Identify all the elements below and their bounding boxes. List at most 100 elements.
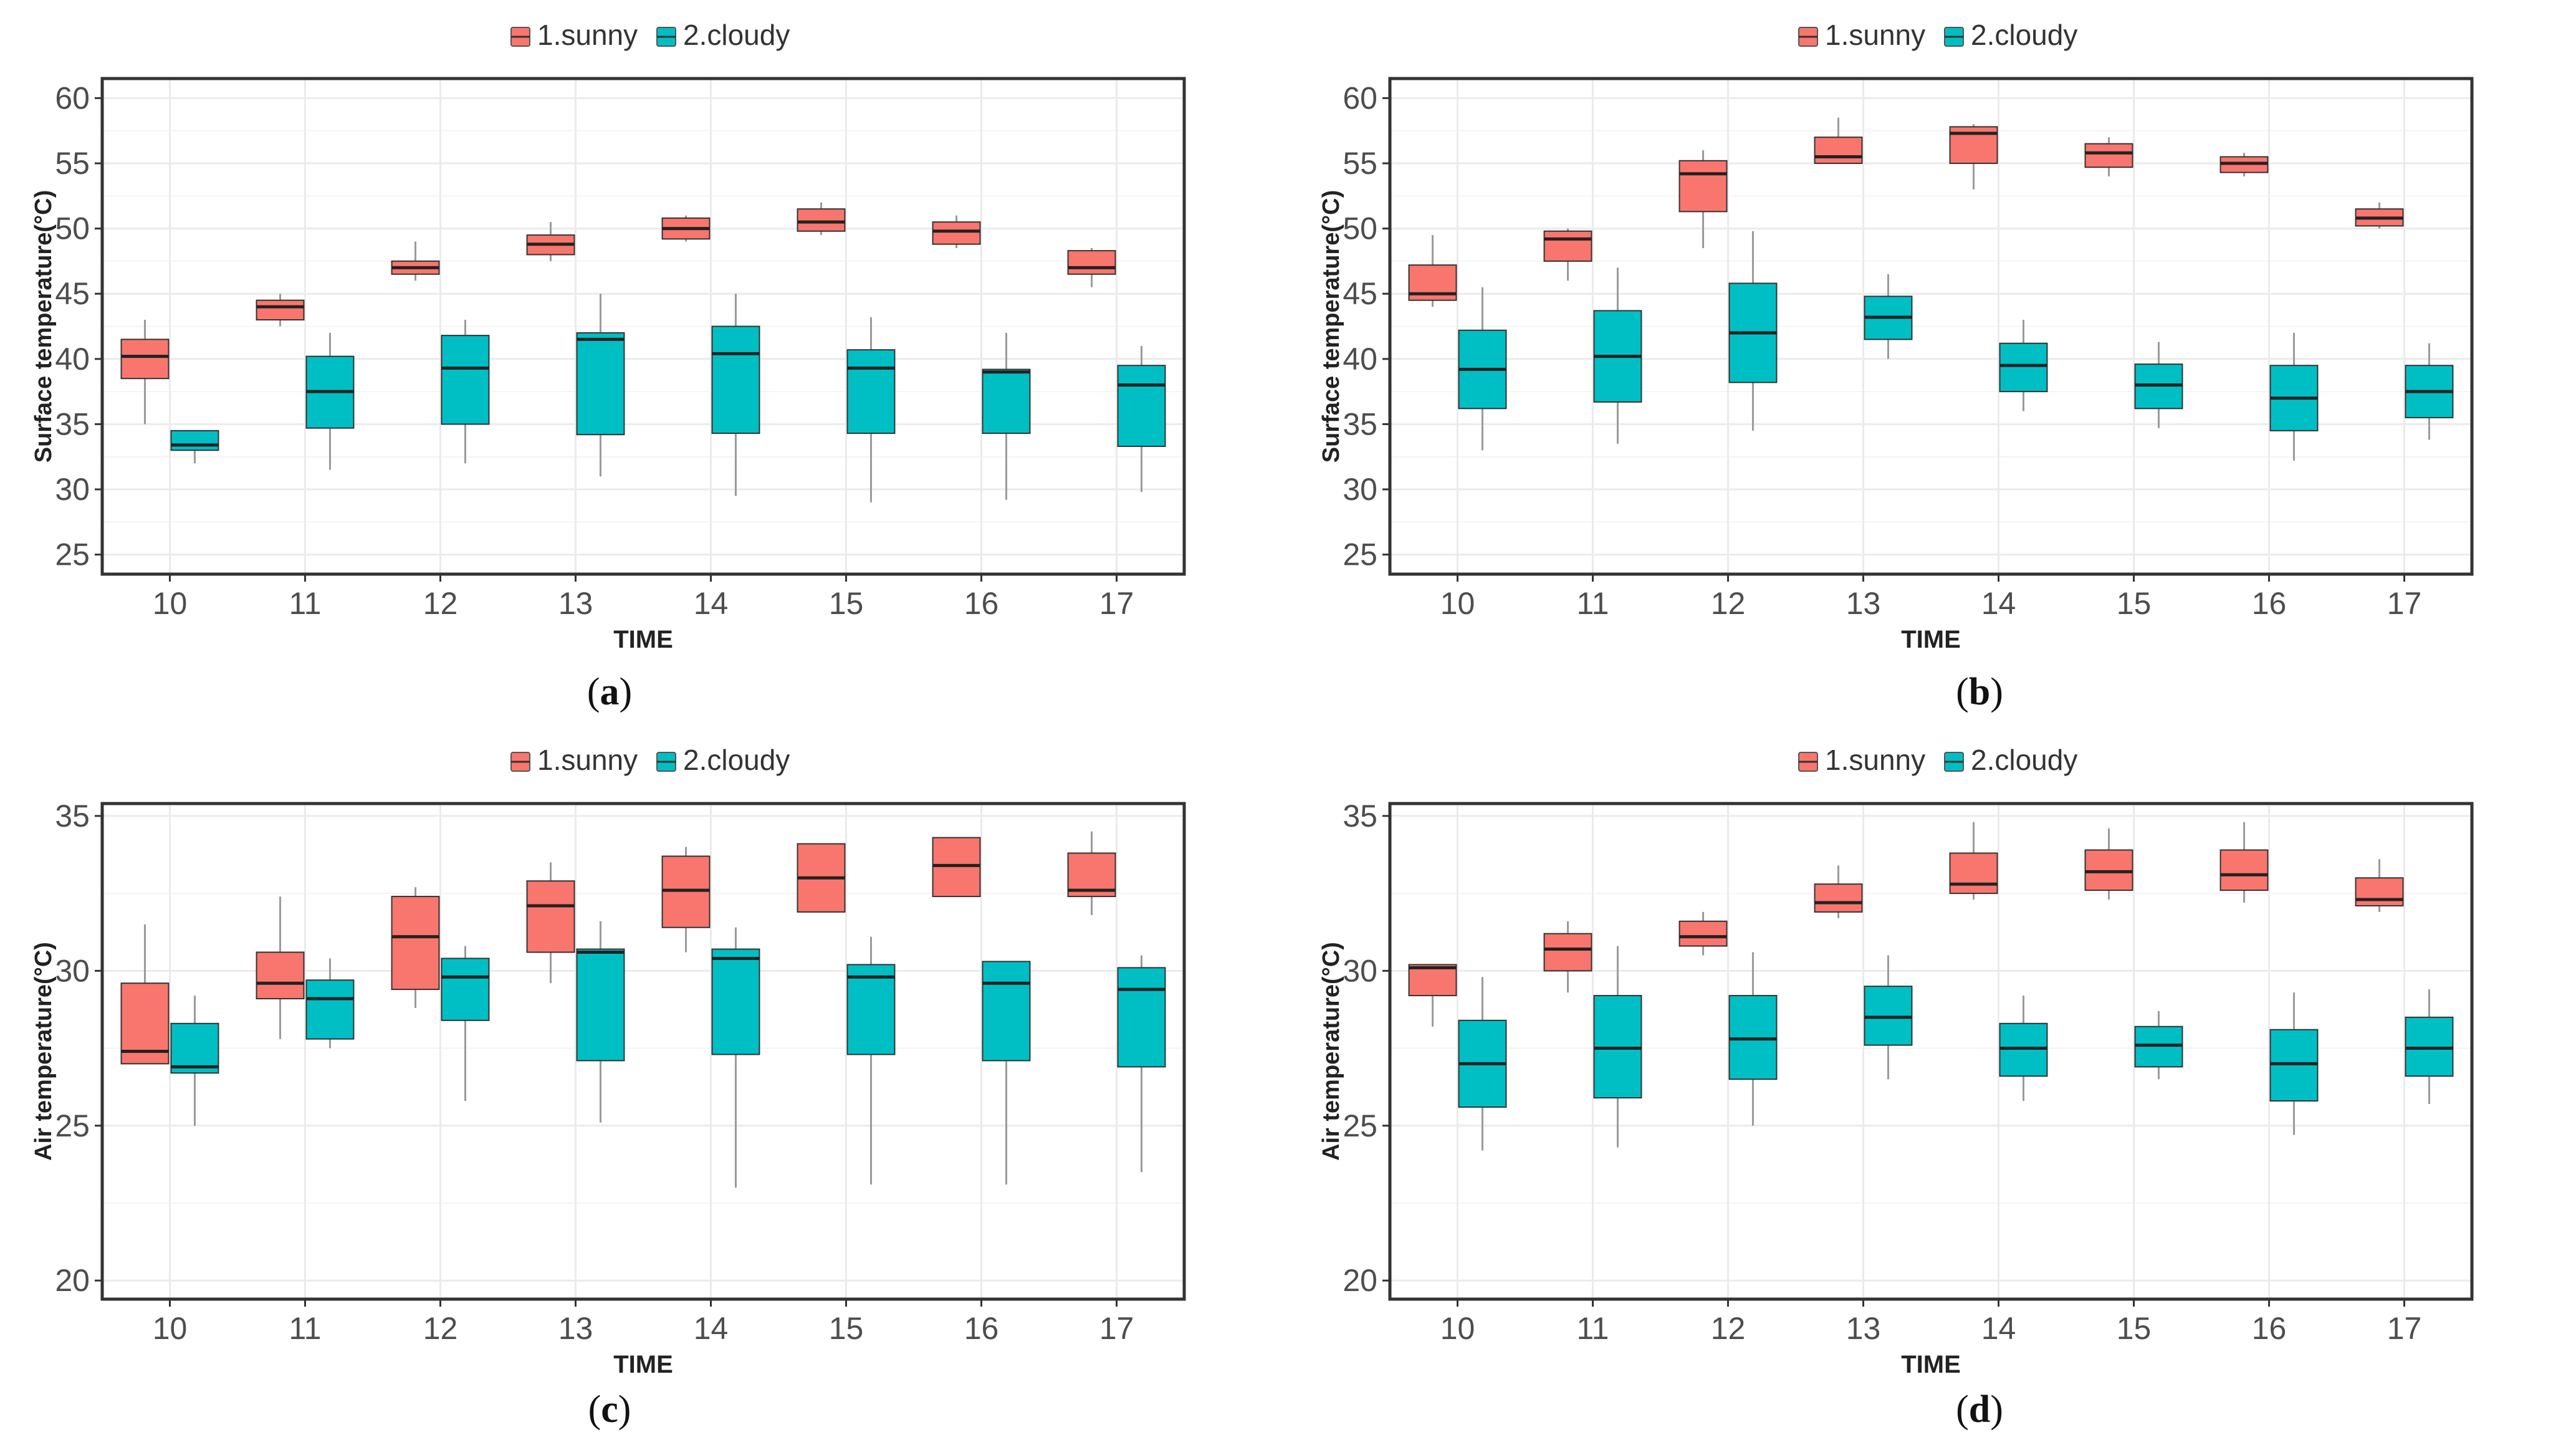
x-tick-label: 14 [694,586,729,621]
box-17 [1117,345,1166,492]
box-13 [1864,955,1913,1080]
x-tick-label: 14 [1981,586,2016,621]
box-iqr [1814,883,1863,913]
y-axis: 20 25 30 35 [55,799,102,1298]
box-11 [1593,946,1642,1148]
box-11 [1543,228,1592,281]
y-tick-label: 35 [1343,799,1377,833]
legend-label-cloudy: 2.cloudy [1971,19,2077,51]
box-iqr [526,880,575,953]
box-10 [120,924,170,1065]
box-iqr [1543,230,1592,262]
y-tick-label: 30 [55,472,90,507]
y-tick-label: 55 [55,146,90,181]
series-cloudy [1458,231,2454,461]
grid [1390,79,2472,574]
box-14 [1949,822,1998,900]
box-14 [1999,996,2048,1101]
x-tick-label: 17 [1099,1311,1134,1346]
x-tick-label: 14 [1981,1311,2016,1346]
x-axis-title: TIME [1901,626,1961,653]
panel-b: 1.sunny 2.cloudy 25 30 35 40 45 50 55 60 10 11 12 13 1… [1288,0,2575,725]
y-axis-title: Surface temperature(°C) [1318,190,1344,463]
box-13 [526,222,575,261]
y-tick-label: 60 [55,80,90,115]
legend-label-cloudy: 2.cloudy [683,19,790,51]
x-tick-label: 12 [423,586,458,621]
x-tick-label: 17 [2387,1311,2422,1346]
box-15 [2134,342,2183,428]
y-tick-label: 20 [1343,1263,1377,1298]
box-13 [526,862,575,984]
box-10 [1458,287,1507,451]
box-iqr [982,368,1031,435]
x-tick-label: 15 [2117,1311,2152,1346]
x-tick-label: 12 [1711,1311,1746,1346]
box-12 [391,887,440,1008]
box-iqr [1949,852,1998,895]
x-tick-label: 15 [2117,586,2152,621]
x-tick-label: 16 [964,1311,999,1346]
box-iqr [846,964,896,1055]
box-iqr [391,896,440,991]
y-tick-label: 25 [55,1108,90,1143]
y-tick-label: 30 [1343,953,1377,988]
box-15 [797,843,846,913]
panel-a: 1.sunny 2.cloudy 25 30 35 40 45 50 55 60 10 11 12 13 1… [0,0,1288,725]
series-sunny [120,831,1116,1065]
box-10 [170,996,219,1126]
box-17 [1067,831,1116,915]
box-iqr [256,951,305,1000]
box-14 [1999,320,2048,411]
box-13 [576,921,625,1123]
box-14 [711,294,760,496]
box-13 [1864,274,1913,359]
box-11 [305,332,355,470]
legend-label-sunny: 1.sunny [1825,744,1925,776]
x-tick-label: 12 [423,1311,458,1346]
x-tick-label: 10 [153,1311,188,1346]
y-axis-title: Air temperature(°C) [31,942,57,1161]
box-16 [2269,992,2319,1135]
box-12 [1728,231,1778,431]
x-tick-label: 13 [558,586,593,621]
x-tick-label: 17 [2387,586,2422,621]
y-axis-title: Surface temperature(°C) [31,190,57,463]
legend-label-cloudy: 2.cloudy [683,744,790,776]
x-axis: 10 11 12 13 14 15 16 17 [153,1299,1134,1346]
x-tick-label: 13 [1846,1311,1881,1346]
series-cloudy [1458,946,2454,1151]
box-17 [2355,202,2404,229]
y-tick-label: 30 [1343,472,1377,507]
y-tick-label: 45 [55,276,90,311]
plot-frame [1388,802,2474,1301]
boxplot-c: 1.sunny 2.cloudy 20 25 30 35 10 11 12 13 14 15 16 17 T… [31,744,1186,1378]
box-11 [1543,921,1592,993]
box-13 [1814,865,1863,918]
x-tick-label: 13 [558,1311,593,1346]
box-iqr [711,325,760,435]
y-tick-label: 50 [55,211,90,246]
box-16 [982,332,1031,500]
panel-label-b: (b) [1956,671,2003,713]
y-tick-label: 30 [55,953,90,988]
box-iqr [2219,849,2269,891]
box-12 [441,320,490,464]
x-tick-label: 11 [1577,1311,1609,1346]
boxplot-d: 1.sunny 2.cloudy 20 25 30 35 10 11 12 13 14 15 16 17 T… [1318,744,2474,1378]
x-tick-label: 15 [829,586,864,621]
x-axis: 10 11 12 13 14 15 16 17 [1440,1299,2422,1346]
box-17 [1067,247,1116,287]
series-sunny [1408,117,2404,307]
series-cloudy [170,294,1166,502]
box-iqr [982,961,1031,1062]
plot-frame [100,802,1186,1301]
x-tick-label: 16 [964,586,999,621]
box-10 [1458,977,1507,1151]
y-tick-label: 60 [1343,80,1377,115]
x-axis-title: TIME [613,626,673,653]
box-iqr [170,430,219,451]
box-iqr [305,979,355,1040]
box-15 [2134,1011,2183,1080]
